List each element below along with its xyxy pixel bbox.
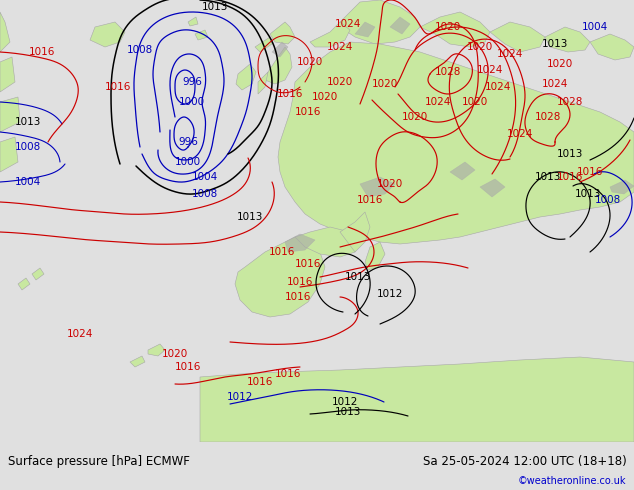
Polygon shape xyxy=(200,357,634,442)
Text: 1024: 1024 xyxy=(327,42,353,52)
Text: Surface pressure [hPa] ECMWF: Surface pressure [hPa] ECMWF xyxy=(8,455,190,467)
Text: 1016: 1016 xyxy=(577,167,603,177)
Text: 1016: 1016 xyxy=(247,377,273,387)
Polygon shape xyxy=(258,72,268,94)
Text: 1016: 1016 xyxy=(277,89,303,99)
Text: 1004: 1004 xyxy=(15,177,41,187)
Text: 1016: 1016 xyxy=(357,195,383,205)
Polygon shape xyxy=(0,97,20,132)
Text: 1016: 1016 xyxy=(175,362,201,372)
Polygon shape xyxy=(90,22,125,47)
Text: 1020: 1020 xyxy=(435,22,461,32)
Text: 996: 996 xyxy=(178,137,198,147)
Text: 1028: 1028 xyxy=(557,97,583,107)
Polygon shape xyxy=(365,242,385,270)
Text: 1020: 1020 xyxy=(467,42,493,52)
Text: 1016: 1016 xyxy=(105,82,131,92)
Polygon shape xyxy=(590,34,634,60)
Text: 1000: 1000 xyxy=(179,97,205,107)
Text: 1013: 1013 xyxy=(15,117,41,127)
Text: 1020: 1020 xyxy=(402,112,428,122)
Polygon shape xyxy=(270,22,295,44)
Text: 996: 996 xyxy=(182,77,202,87)
Polygon shape xyxy=(265,47,292,84)
Polygon shape xyxy=(272,42,288,57)
Text: 1024: 1024 xyxy=(485,82,511,92)
Polygon shape xyxy=(480,179,505,197)
Text: 1013: 1013 xyxy=(557,149,583,159)
Text: ©weatheronline.co.uk: ©weatheronline.co.uk xyxy=(518,476,626,486)
Polygon shape xyxy=(610,180,634,194)
Text: 1012: 1012 xyxy=(332,397,358,407)
Text: 1008: 1008 xyxy=(192,189,218,199)
Text: 1016: 1016 xyxy=(29,47,55,57)
Polygon shape xyxy=(310,22,350,47)
Polygon shape xyxy=(340,212,370,252)
Text: 1020: 1020 xyxy=(162,349,188,359)
Polygon shape xyxy=(0,57,15,92)
Polygon shape xyxy=(420,12,490,47)
Text: 1024: 1024 xyxy=(497,49,523,59)
Text: 1012: 1012 xyxy=(227,392,253,402)
Text: 1016: 1016 xyxy=(287,277,313,287)
Text: Sa 25-05-2024 12:00 UTC (18+18): Sa 25-05-2024 12:00 UTC (18+18) xyxy=(423,455,626,467)
Text: 1004: 1004 xyxy=(582,22,608,32)
Polygon shape xyxy=(490,22,545,52)
Text: 1008: 1008 xyxy=(15,142,41,152)
Text: 1020: 1020 xyxy=(312,92,338,102)
Polygon shape xyxy=(188,17,198,26)
Polygon shape xyxy=(0,12,10,52)
Text: 1013: 1013 xyxy=(542,39,568,49)
Text: 1020: 1020 xyxy=(327,77,353,87)
Text: 1012: 1012 xyxy=(377,289,403,299)
Text: 1016: 1016 xyxy=(295,259,321,269)
Polygon shape xyxy=(0,137,18,172)
Text: 1024: 1024 xyxy=(335,19,361,29)
Text: 1020: 1020 xyxy=(462,97,488,107)
Polygon shape xyxy=(390,17,410,34)
Polygon shape xyxy=(355,22,375,37)
Polygon shape xyxy=(285,234,315,252)
Text: 1020: 1020 xyxy=(547,59,573,69)
Polygon shape xyxy=(360,177,395,197)
Text: 1013: 1013 xyxy=(345,272,371,282)
Text: 1000: 1000 xyxy=(175,157,201,167)
Text: 1024: 1024 xyxy=(67,329,93,339)
Text: 1020: 1020 xyxy=(377,179,403,189)
Text: 1024: 1024 xyxy=(542,79,568,89)
Polygon shape xyxy=(18,278,30,290)
Text: 1020: 1020 xyxy=(372,79,398,89)
Text: 1016: 1016 xyxy=(295,107,321,117)
Text: 1008: 1008 xyxy=(127,45,153,55)
Polygon shape xyxy=(32,268,44,280)
Polygon shape xyxy=(278,42,634,244)
Polygon shape xyxy=(295,227,360,257)
Text: 1016: 1016 xyxy=(275,369,301,379)
Text: 1013: 1013 xyxy=(535,172,561,182)
Text: 1020: 1020 xyxy=(297,57,323,67)
Polygon shape xyxy=(148,344,165,356)
Text: 1016: 1016 xyxy=(285,292,311,302)
Polygon shape xyxy=(195,30,208,40)
Polygon shape xyxy=(235,237,325,317)
Polygon shape xyxy=(545,27,590,52)
Text: 1013: 1013 xyxy=(575,189,601,199)
Text: 1008: 1008 xyxy=(595,195,621,205)
Text: 1016: 1016 xyxy=(269,247,295,257)
Text: 1024: 1024 xyxy=(425,97,451,107)
Text: 1028: 1028 xyxy=(535,112,561,122)
Text: 1013: 1013 xyxy=(237,212,263,222)
Text: 1013: 1013 xyxy=(202,2,228,12)
Text: 1016: 1016 xyxy=(557,172,583,182)
Polygon shape xyxy=(340,0,420,44)
Text: 1024: 1024 xyxy=(507,129,533,139)
Text: 1013: 1013 xyxy=(335,407,361,417)
Polygon shape xyxy=(236,64,256,90)
Text: 1028: 1028 xyxy=(435,67,461,77)
Text: 1024: 1024 xyxy=(477,65,503,75)
Text: 1004: 1004 xyxy=(192,172,218,182)
Polygon shape xyxy=(255,37,272,52)
Polygon shape xyxy=(450,162,475,180)
Polygon shape xyxy=(130,356,145,367)
